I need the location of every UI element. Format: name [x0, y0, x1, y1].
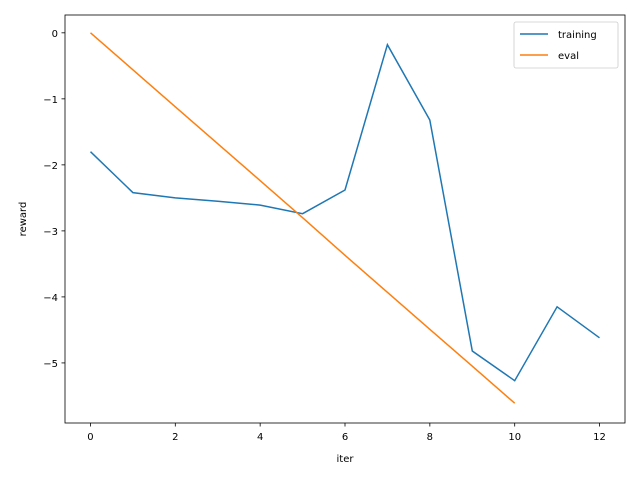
x-tick-label: 12 [593, 432, 606, 443]
plot-lines [89, 32, 600, 404]
x-tick-label: 4 [257, 432, 263, 443]
x-axis: 0 2 4 6 8 10 12 [87, 423, 606, 443]
y-axis-label: reward [18, 202, 29, 237]
x-tick-label: 10 [508, 432, 521, 443]
legend-label-eval: eval [558, 51, 579, 62]
y-tick-label: 0 [52, 29, 58, 40]
x-tick-label: 8 [427, 432, 433, 443]
axes-frame [64, 14, 626, 424]
series-line-training [89, 42, 600, 382]
y-tick-label: −1 [43, 95, 58, 106]
y-tick-label: −4 [43, 293, 58, 304]
series-line-eval [90, 32, 516, 404]
x-tick-label: 0 [87, 432, 93, 443]
y-tick-label: −3 [43, 227, 58, 238]
legend-label-training: training [558, 30, 597, 41]
x-tick-label: 6 [342, 432, 348, 443]
y-axis: 0 −1 −2 −3 −4 −5 [43, 29, 65, 370]
x-axis-label: iter [337, 454, 355, 465]
x-tick-label: 2 [172, 432, 178, 443]
y-tick-label: −5 [43, 359, 58, 370]
y-tick-label: −2 [43, 161, 58, 172]
legend: training eval [513, 21, 619, 69]
